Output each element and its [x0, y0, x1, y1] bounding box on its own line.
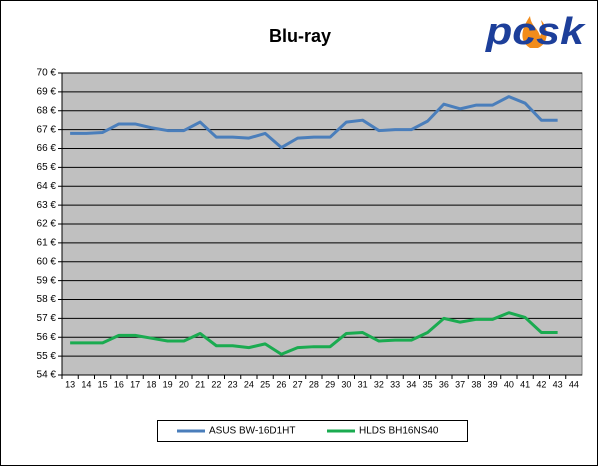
y-tick-label: 62 € [37, 219, 57, 230]
chart-title: Blu-ray [269, 26, 331, 46]
y-tick-label: 56 € [37, 332, 57, 343]
legend-label: ASUS BW-16D1HT [209, 426, 296, 437]
x-tick-label: 26 [276, 379, 286, 389]
y-tick-label: 66 € [37, 143, 57, 154]
y-tick-label: 70 € [37, 68, 57, 79]
x-tick-label: 37 [455, 379, 465, 389]
x-tick-label: 27 [293, 379, 303, 389]
x-tick-label: 29 [325, 379, 335, 389]
x-tick-label: 18 [146, 379, 156, 389]
x-tick-label: 24 [244, 379, 254, 389]
y-tick-label: 57 € [37, 313, 57, 324]
series-line [70, 311, 558, 356]
y-tick-label: 61 € [37, 238, 57, 249]
x-tick-label: 17 [130, 379, 140, 389]
logo: pcsk [485, 11, 586, 53]
x-tick-label: 42 [536, 379, 546, 389]
y-tick-label: 65 € [37, 162, 57, 173]
x-tick-label: 34 [406, 379, 416, 389]
x-tick-label: 19 [163, 379, 173, 389]
x-tick-label: 21 [195, 379, 205, 389]
x-tick-label: 41 [520, 379, 530, 389]
y-tick-label: 55 € [37, 351, 57, 362]
x-tick-label: 36 [439, 379, 449, 389]
x-tick-label: 31 [358, 379, 368, 389]
x-tick-label: 25 [260, 379, 270, 389]
x-tick-label: 32 [374, 379, 384, 389]
y-tick-label: 58 € [37, 294, 57, 305]
x-tick-label: 43 [553, 379, 563, 389]
y-tick-label: 60 € [37, 256, 57, 267]
x-tick-label: 39 [488, 379, 498, 389]
y-tick-label: 67 € [37, 124, 57, 135]
x-tick-label: 13 [65, 379, 75, 389]
x-tick-label: 40 [504, 379, 514, 389]
legend-box [157, 420, 468, 442]
x-tick-label: 15 [98, 379, 108, 389]
legend-label: HLDS BH16NS40 [359, 426, 439, 437]
x-tick-label: 22 [211, 379, 221, 389]
y-tick-label: 54 € [37, 370, 57, 381]
x-tick-label: 38 [471, 379, 481, 389]
x-tick-label: 35 [423, 379, 433, 389]
y-tick-label: 64 € [37, 181, 57, 192]
x-tick-label: 28 [309, 379, 319, 389]
x-tick-label: 30 [341, 379, 351, 389]
x-tick-label: 14 [81, 379, 91, 389]
series-line [70, 95, 558, 150]
logo-text: pcsk [485, 11, 586, 53]
y-tick-label: 59 € [37, 275, 57, 286]
x-tick-label: 16 [114, 379, 124, 389]
y-tick-label: 68 € [37, 105, 57, 116]
logo-flame [522, 16, 547, 48]
y-tick-label: 63 € [37, 200, 57, 211]
x-tick-label: 33 [390, 379, 400, 389]
y-tick-label: 69 € [37, 87, 57, 98]
x-tick-label: 23 [228, 379, 238, 389]
x-tick-label: 44 [569, 379, 579, 389]
x-tick-label: 20 [179, 379, 189, 389]
